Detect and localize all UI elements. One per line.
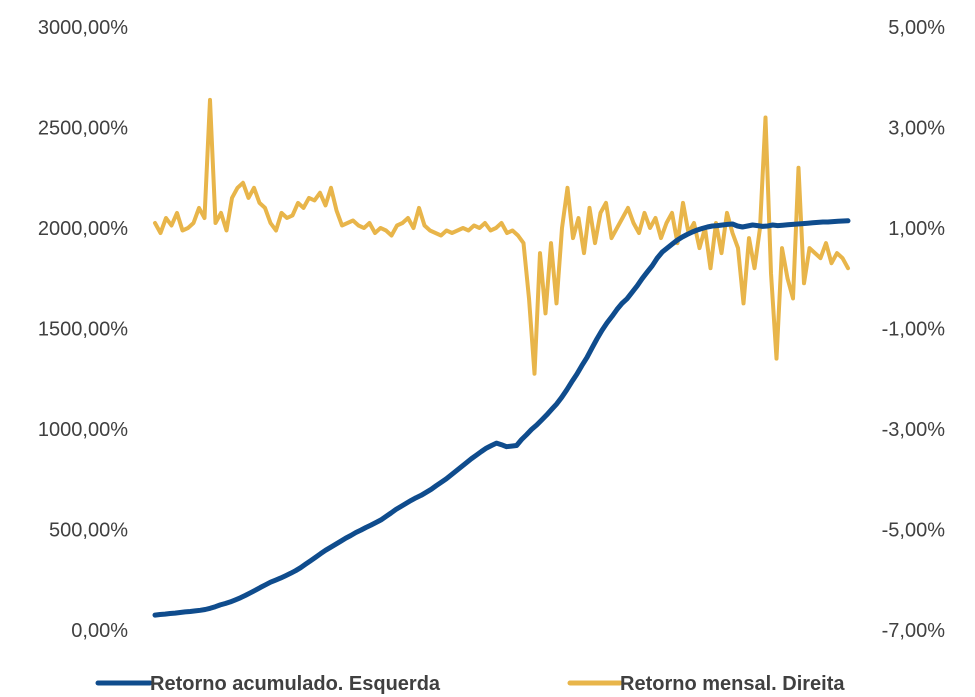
right-axis-tick-label: -1,00%	[882, 319, 946, 341]
right-axis-tick-label: -5,00%	[882, 520, 946, 542]
left-axis-tick-label: 1500,00%	[38, 319, 128, 341]
series-layer	[152, 97, 851, 618]
left-axis-tick-label: 0,00%	[71, 620, 128, 642]
right-axis-tick-label: 1,00%	[888, 218, 945, 240]
series-line-cumulative	[152, 218, 851, 618]
right-axis-tick-label: -3,00%	[882, 419, 946, 441]
series-line-monthly	[153, 97, 850, 376]
left-axis-tick-label: 2000,00%	[38, 218, 128, 240]
legend-label-cumulative: Retorno acumulado. Esquerda	[150, 673, 441, 695]
left-axis-tick-label: 3000,00%	[38, 17, 128, 39]
left-axis-tick-label: 1000,00%	[38, 419, 128, 441]
right-axis-tick-label: -7,00%	[882, 620, 946, 642]
legend: Retorno acumulado. Esquerda Retorno mens…	[95, 673, 845, 695]
right-axis-ticks: -7,00% -5,00% -3,00% -1,00% 1,00% 3,00% 5,00%	[882, 17, 946, 642]
right-axis-tick-label: 3,00%	[888, 118, 945, 140]
left-axis-tick-label: 2500,00%	[38, 118, 128, 140]
legend-label-monthly: Retorno mensal. Direita	[620, 673, 845, 695]
left-axis-tick-label: 500,00%	[49, 520, 128, 542]
right-axis-tick-label: 5,00%	[888, 17, 945, 39]
left-axis-ticks: 0,00% 500,00% 1000,00% 1500,00% 2000,00% 2500…	[38, 17, 128, 642]
